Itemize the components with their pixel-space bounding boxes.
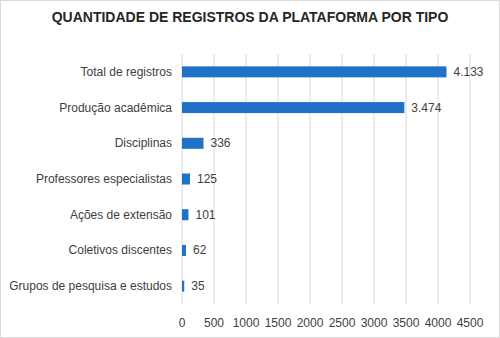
- data-label: 336: [211, 136, 231, 150]
- bar: [182, 174, 190, 185]
- tick-label: 0: [179, 316, 186, 330]
- grid-line: [342, 54, 343, 304]
- tick-label: 2500: [329, 316, 356, 330]
- grid-line: [246, 54, 247, 304]
- category-label: Produção acadêmica: [59, 101, 172, 115]
- bar: [182, 209, 188, 220]
- data-label: 101: [195, 208, 215, 222]
- bar: [182, 102, 404, 113]
- data-label: 62: [193, 243, 207, 257]
- category-label: Coletivos discentes: [69, 243, 172, 257]
- bar: [182, 66, 447, 77]
- tick-label: 1000: [233, 316, 260, 330]
- tick-label: 2000: [297, 316, 324, 330]
- category-label: Disciplinas: [115, 136, 172, 150]
- tick-label: 3500: [393, 316, 420, 330]
- grid-line: [470, 54, 471, 304]
- category-label: Professores especialistas: [36, 172, 172, 186]
- category-label: Grupos de pesquisa e estudos: [9, 279, 172, 293]
- grid-line: [374, 54, 375, 304]
- bar: [182, 138, 204, 149]
- grid: [182, 54, 470, 304]
- chart-container: QUANTIDADE DE REGISTROS DA PLATAFORMA PO…: [0, 0, 500, 338]
- grid-line: [406, 54, 407, 304]
- bar: [182, 281, 184, 292]
- category-label: Total de registros: [81, 65, 172, 79]
- chart-title: QUANTIDADE DE REGISTROS DA PLATAFORMA PO…: [52, 9, 449, 25]
- data-label: 4.133: [454, 65, 484, 79]
- tick-label: 3000: [361, 316, 388, 330]
- data-label: 3.474: [411, 101, 441, 115]
- grid-line: [310, 54, 311, 304]
- bars: [182, 66, 447, 291]
- data-label: 125: [197, 172, 217, 186]
- grid-line: [278, 54, 279, 304]
- tick-label: 1500: [265, 316, 292, 330]
- bar: [182, 245, 186, 256]
- tick-label: 4000: [425, 316, 452, 330]
- chart-frame: [1, 1, 500, 338]
- tick-label: 500: [204, 316, 224, 330]
- grid-line: [438, 54, 439, 304]
- tick-label: 4500: [457, 316, 484, 330]
- category-label: Ações de extensão: [70, 208, 172, 222]
- data-label: 35: [191, 279, 205, 293]
- chart-svg: QUANTIDADE DE REGISTROS DA PLATAFORMA PO…: [0, 0, 500, 338]
